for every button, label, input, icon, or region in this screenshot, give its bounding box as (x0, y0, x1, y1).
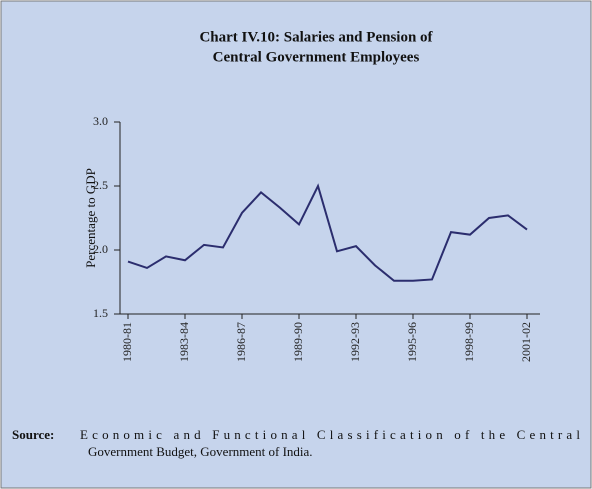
source-text: Government Budget, Government of India. (88, 444, 313, 459)
chart-title: Central Government Employees (213, 49, 420, 65)
y-tick-label: 1.5 (93, 306, 108, 320)
x-tick-label: 1992-93 (348, 322, 362, 362)
source-label: Source: (12, 427, 54, 442)
chart-title: Chart IV.10: Salaries and Pension of (199, 29, 433, 45)
y-tick-label: 2.0 (93, 242, 108, 256)
x-tick-label: 1980-81 (120, 322, 134, 362)
x-tick-label: 1989-90 (291, 322, 305, 362)
y-tick-label: 3.0 (93, 114, 108, 128)
x-tick-label: 2001-02 (519, 322, 533, 362)
y-axis-title: Percentage to GDP (83, 168, 98, 268)
source-text: Economic and Functional Classification o… (80, 427, 580, 442)
x-tick-label: 1983-84 (177, 322, 191, 362)
line (127, 183, 528, 282)
x-tick-label: 1998-99 (462, 322, 476, 362)
x-tick-label: 1995-96 (405, 322, 419, 362)
x-tick-label: 1986-87 (234, 322, 248, 362)
y-tick-label: 2.5 (93, 178, 108, 192)
